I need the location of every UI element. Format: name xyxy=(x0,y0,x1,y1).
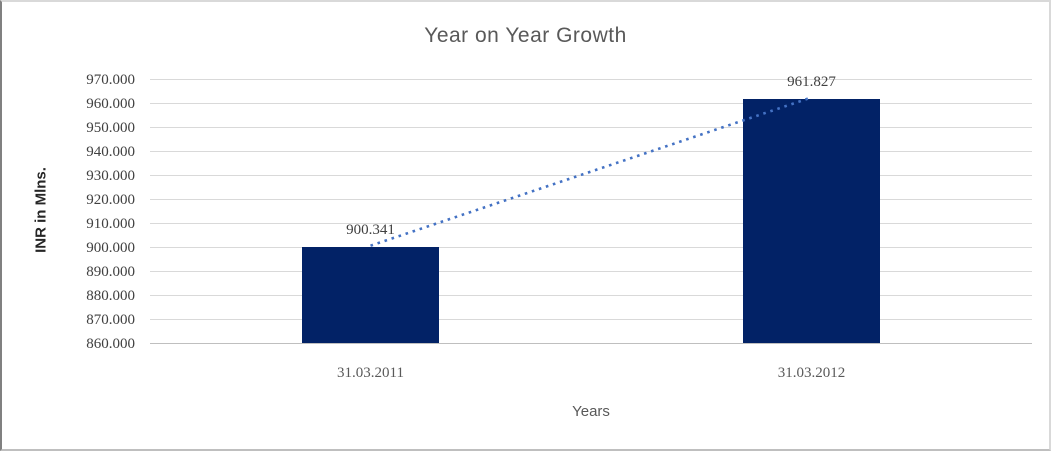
x-axis-line xyxy=(150,343,1032,344)
y-tick-label: 860.000 xyxy=(86,335,135,352)
y-tick-label: 910.000 xyxy=(86,215,135,232)
gridline xyxy=(150,103,1032,104)
chart-title: Year on Year Growth xyxy=(424,24,627,47)
data-label: 900.341 xyxy=(346,221,395,238)
gridline xyxy=(150,247,1032,248)
y-tick-label: 940.000 xyxy=(86,143,135,160)
x-category-label: 31.03.2012 xyxy=(777,365,846,381)
y-tick-label: 930.000 xyxy=(86,167,135,184)
bar xyxy=(302,246,439,344)
x-axis-title: Years xyxy=(572,403,610,420)
data-label: 961.827 xyxy=(787,74,836,91)
gridline xyxy=(150,151,1032,152)
y-tick-label: 920.000 xyxy=(86,191,135,208)
gridline xyxy=(150,319,1032,320)
gridline xyxy=(150,271,1032,272)
gridline xyxy=(150,199,1032,200)
gridline xyxy=(150,175,1032,176)
gridline xyxy=(150,127,1032,128)
bar xyxy=(743,99,880,344)
y-tick-label: 900.000 xyxy=(86,239,135,256)
y-tick-label: 890.000 xyxy=(86,263,135,280)
gridline xyxy=(150,223,1032,224)
gridline xyxy=(150,295,1032,296)
gridline xyxy=(150,79,1032,80)
y-tick-label: 970.000 xyxy=(86,71,135,88)
y-tick-label: 880.000 xyxy=(86,287,135,304)
y-tick-label: 870.000 xyxy=(86,311,135,328)
x-category-label: 31.03.2011 xyxy=(337,365,404,381)
y-tick-label: 950.000 xyxy=(86,119,135,136)
y-tick-label: 960.000 xyxy=(86,95,135,112)
